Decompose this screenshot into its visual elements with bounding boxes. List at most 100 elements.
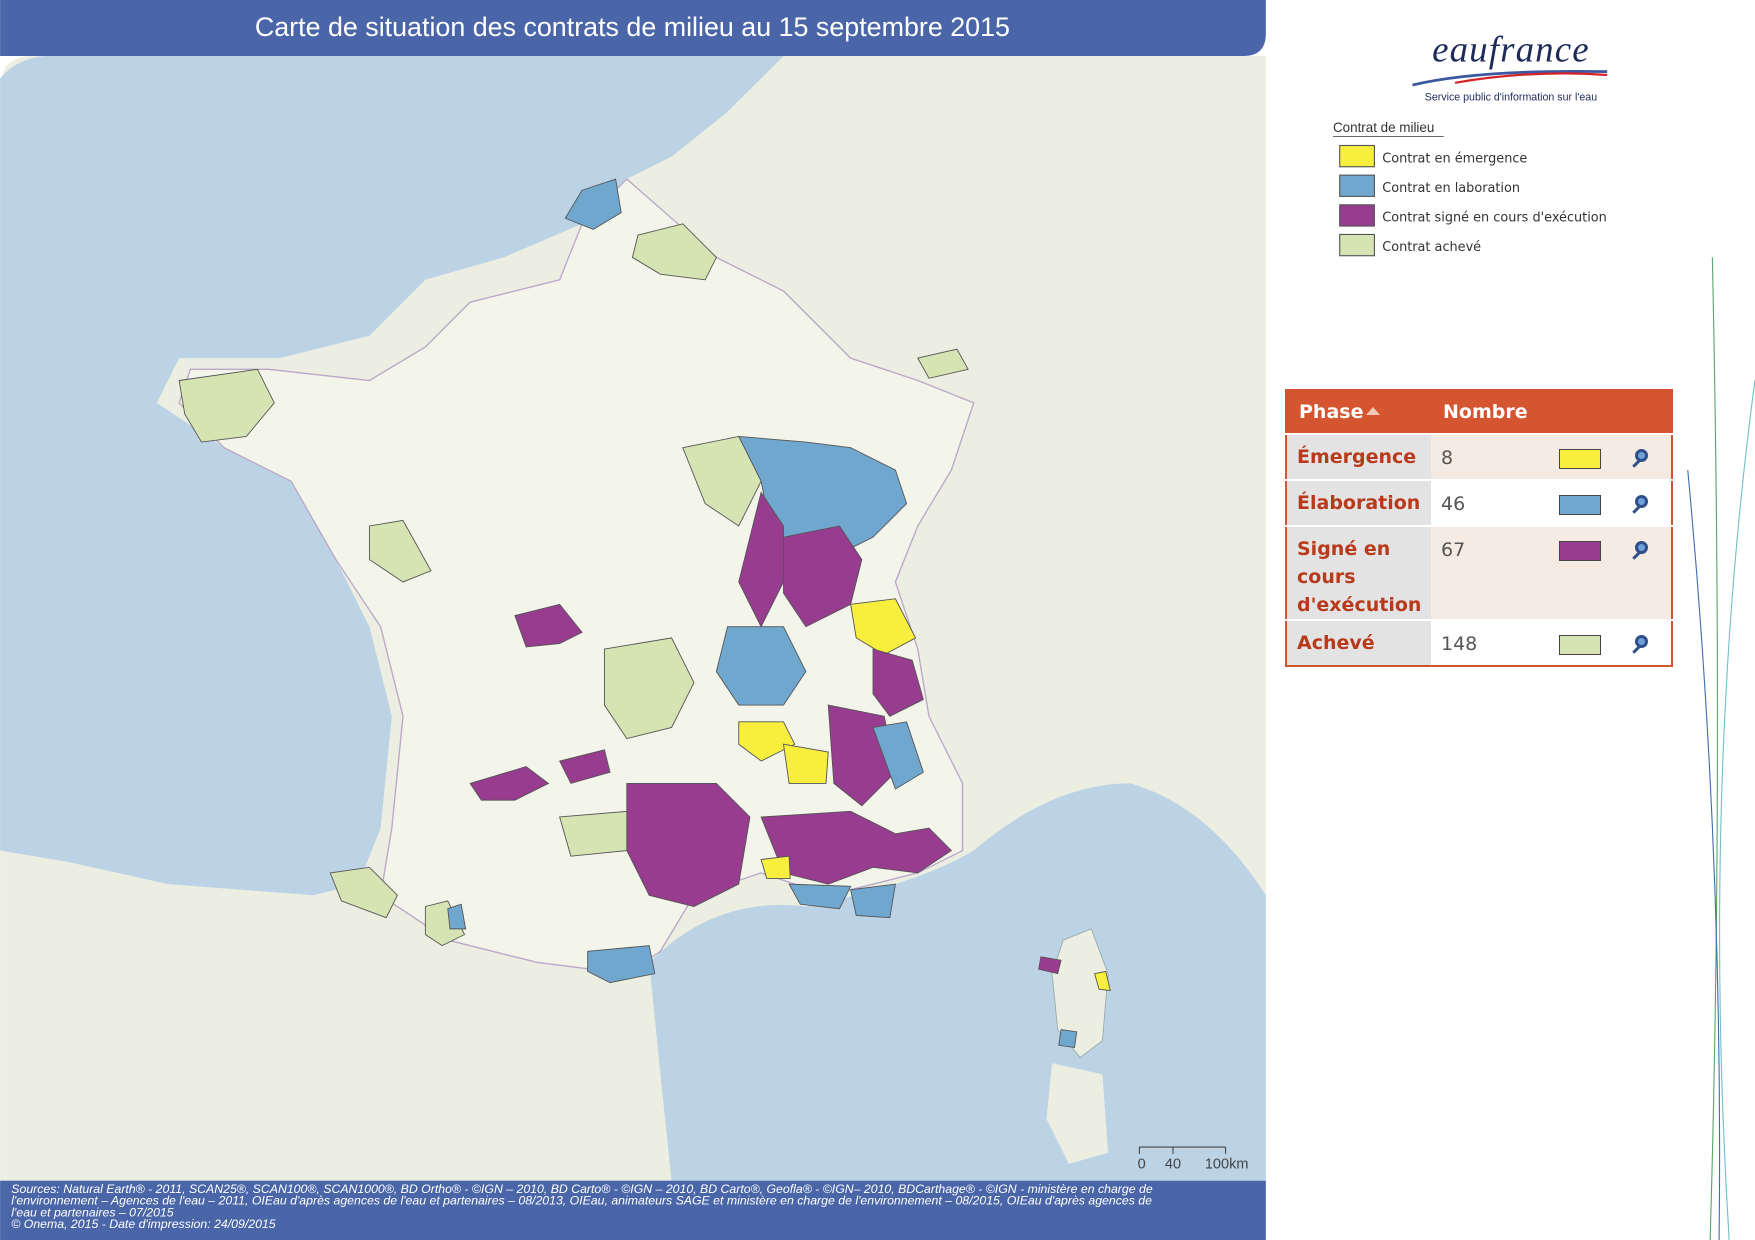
- count-cell: 67: [1431, 525, 1549, 620]
- corsica: [1051, 928, 1109, 1059]
- phase-cell: Signé en cours d'exécution: [1286, 525, 1431, 620]
- count-cell: 148: [1431, 619, 1549, 666]
- logo-swoosh: [1412, 69, 1608, 87]
- contract-area: [559, 749, 611, 784]
- zoom-icon[interactable]: [1632, 539, 1654, 561]
- phase-swatch: [1559, 495, 1601, 515]
- footer-bar: [0, 1180, 1266, 1240]
- contract-area: [760, 855, 791, 879]
- logo-tagline: Service public d'information sur l'eau: [1425, 92, 1597, 104]
- phase-cell: Émergence: [1286, 433, 1431, 480]
- count-cell: 8: [1431, 433, 1549, 480]
- footer-sources: Sources: Natural Earth® - 2011, SCAN25®,…: [11, 1182, 1153, 1196]
- icon-cell: [1622, 525, 1672, 620]
- contract-area: [917, 348, 969, 379]
- contract-area: [469, 766, 550, 801]
- icon-cell: [1622, 433, 1672, 480]
- legend-label: Contrat signé en cours d'exécution: [1382, 211, 1607, 226]
- legend-swatch: [1339, 144, 1375, 168]
- contract-area: [368, 519, 432, 583]
- footer-sources: l'eau et partenaires – 07/2015: [11, 1205, 173, 1219]
- table-body: Émergence 8 Élaboration 46 Signé en cours d'…: [1286, 433, 1672, 666]
- icon-cell: [1622, 479, 1672, 526]
- phase-cell: Achevé: [1286, 619, 1431, 666]
- legend-label: Contrat en laboration: [1382, 181, 1520, 196]
- contract-area: [682, 435, 762, 527]
- title: Carte de situation des contrats de milie…: [255, 12, 1010, 42]
- column-header[interactable]: Phase: [1286, 390, 1431, 434]
- swatch-cell: [1549, 619, 1623, 666]
- phase-swatch: [1559, 541, 1601, 561]
- contract-area: [329, 866, 398, 919]
- legend: Contrat en émergence Contrat en laboratio…: [1339, 144, 1607, 257]
- logo-swoosh: [1454, 72, 1608, 84]
- contract-area: [788, 883, 852, 910]
- footer: Sources: Natural Earth® - 2011, SCAN25®,…: [11, 1182, 1153, 1231]
- contract-area: [603, 637, 695, 740]
- footer-sources: l'environnement – Agences de l'eau – 201…: [11, 1194, 1152, 1208]
- contract-area: [514, 603, 583, 648]
- contract-area: [631, 223, 717, 281]
- footer-credit: © Onema, 2015 - Date d'impression: 24/09…: [11, 1217, 275, 1231]
- column-header[interactable]: Nombre: [1431, 390, 1672, 434]
- scale-label: 0: [1138, 1156, 1146, 1172]
- contract-area: [587, 945, 656, 984]
- contract-area: [715, 626, 807, 706]
- legend-swatch: [1339, 174, 1375, 197]
- scale-label: 40: [1165, 1156, 1181, 1172]
- swatch-cell: [1549, 479, 1623, 526]
- contract-area: [1094, 970, 1111, 991]
- header-bar: [0, 0, 1266, 56]
- legend-label: Contrat achevé: [1382, 240, 1481, 255]
- table-header: Phase Nombre: [1286, 390, 1672, 434]
- contract-area: [782, 743, 829, 784]
- table-row: Achevé 148: [1286, 619, 1672, 666]
- sardinia: [1046, 1063, 1109, 1164]
- decor-line: [1709, 257, 1719, 1240]
- contract-area: [564, 178, 622, 230]
- contract-area: [447, 903, 467, 930]
- phase-swatch: [1559, 449, 1601, 469]
- phase-table: Phase Nombre Émergence 8 Élaboration 46 Sign…: [1285, 389, 1673, 667]
- icon-cell: [1622, 619, 1672, 666]
- contract-area: [1058, 1029, 1078, 1049]
- contract-area: [424, 900, 466, 947]
- sea-north: [425, 55, 784, 280]
- contract-area: [850, 598, 917, 656]
- contract-area: [559, 810, 628, 857]
- logo-name: eaufrance: [1432, 29, 1590, 70]
- phase-cell: Élaboration: [1286, 479, 1431, 526]
- table-row: Émergence 8: [1286, 433, 1672, 480]
- swatch-cell: [1549, 433, 1623, 480]
- contract-area: [738, 721, 796, 762]
- sea-atlantic: [0, 55, 583, 896]
- legend-swatch: [1339, 204, 1375, 227]
- contract-area: [850, 883, 896, 919]
- contract-area: [872, 721, 924, 790]
- legend-label: Contrat en émergence: [1382, 151, 1527, 166]
- contract-area: [178, 368, 275, 443]
- phase-swatch: [1559, 635, 1601, 655]
- decor-line: [1719, 380, 1755, 1240]
- decor-line: [1687, 469, 1721, 1240]
- zoom-icon[interactable]: [1632, 633, 1654, 655]
- zoom-icon[interactable]: [1632, 493, 1654, 515]
- table-row: Signé en cours d'exécution 67: [1286, 525, 1672, 620]
- swatch-cell: [1549, 525, 1623, 620]
- scale-label: 100km: [1205, 1156, 1249, 1172]
- contract-area: [872, 648, 924, 717]
- count-cell: 46: [1431, 479, 1549, 526]
- contract-area: [1038, 956, 1062, 975]
- contract-area: [760, 810, 953, 885]
- legend-swatch: [1339, 233, 1375, 257]
- legend-title: Contrat de milieu: [1333, 120, 1434, 135]
- map: 0 40 100km: [0, 55, 1266, 1181]
- scale-bar: 0 40 100km: [1138, 1146, 1249, 1172]
- zoom-icon[interactable]: [1632, 447, 1654, 469]
- contracts: [178, 178, 1111, 1049]
- table-row: Élaboration 46: [1286, 479, 1672, 526]
- sea-mediterranean: [649, 783, 1266, 1181]
- contract-area: [626, 782, 751, 907]
